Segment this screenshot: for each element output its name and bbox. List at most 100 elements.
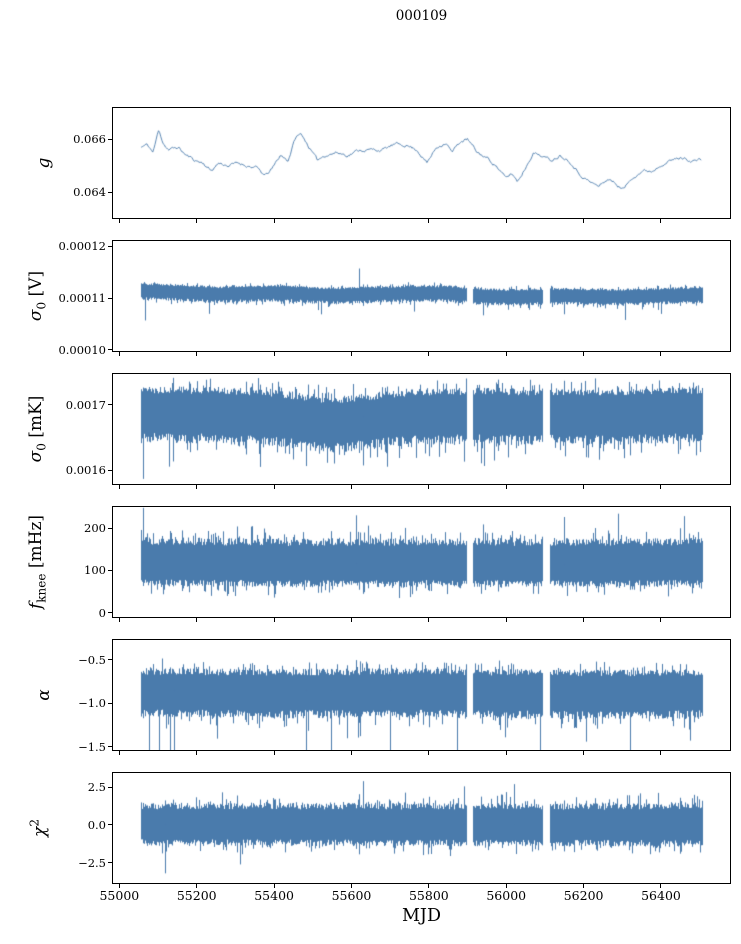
y-tick-label: 0.00012 (58, 239, 106, 254)
x-tick-mark (428, 618, 430, 622)
x-tick-mark (583, 618, 585, 622)
y-tick-label: −2.5 (78, 855, 106, 870)
x-tick-mark (350, 884, 352, 888)
x-tick-mark (273, 219, 275, 223)
y-tick-mark (108, 824, 112, 826)
y-tick-label: 0.0016 (65, 463, 106, 478)
x-tick-label: 55200 (176, 888, 217, 903)
y-tick-mark (108, 862, 112, 864)
x-tick-mark (583, 485, 585, 489)
x-tick-mark (583, 884, 585, 888)
x-tick-mark (660, 751, 662, 755)
y-tick-label: −1.0 (78, 696, 106, 711)
subplot-chi2 (112, 772, 731, 884)
x-tick-label: 55600 (331, 888, 372, 903)
x-tick-mark (428, 219, 430, 223)
x-tick-mark (350, 751, 352, 755)
x-tick-mark (660, 352, 662, 356)
x-tick-mark (505, 485, 507, 489)
x-tick-mark (505, 618, 507, 622)
x-tick-mark (350, 219, 352, 223)
x-tick-mark (196, 884, 198, 888)
x-tick-mark (660, 618, 662, 622)
x-tick-label: 55800 (408, 888, 449, 903)
x-tick-mark (118, 352, 120, 356)
y-tick-label: 100 (84, 563, 106, 578)
x-tick-mark (505, 751, 507, 755)
x-tick-label: 56000 (486, 888, 527, 903)
y-tick-mark (108, 469, 112, 471)
x-tick-mark (660, 884, 662, 888)
y-label-symbol: f (26, 602, 47, 610)
x-tick-mark (428, 485, 430, 489)
subplot-sigma0-v-series (113, 241, 730, 351)
y-tick-label: 0.066 (73, 132, 106, 146)
subplot-sigma0-mk-series (113, 374, 730, 484)
subplot-g (112, 107, 731, 219)
x-tick-mark (273, 352, 275, 356)
subplot-g-series (113, 108, 730, 218)
x-tick-label: 56200 (563, 888, 604, 903)
y-tick-mark (108, 659, 112, 661)
x-tick-mark (273, 618, 275, 622)
x-tick-mark (273, 485, 275, 489)
y-tick-label: 0.0017 (65, 397, 106, 412)
subplot-sigma0-v (112, 240, 731, 352)
subplot-sigma0-mk (112, 373, 731, 485)
x-tick-mark (505, 884, 507, 888)
x-tick-mark (118, 618, 120, 622)
y-tick-label: 0.00011 (58, 291, 106, 306)
x-tick-mark (505, 219, 507, 223)
y-tick-label: −1.5 (78, 739, 106, 754)
x-tick-mark (118, 485, 120, 489)
subplot-alpha-series (113, 640, 730, 750)
y-tick-mark (108, 527, 112, 529)
x-tick-mark (118, 751, 120, 755)
y-tick-mark (108, 569, 112, 571)
x-tick-mark (428, 751, 430, 755)
y-label-symbol: σ (26, 450, 47, 463)
x-tick-mark (583, 352, 585, 356)
x-tick-mark (583, 219, 585, 223)
x-axis-label: MJD (402, 906, 441, 926)
y-label-symbol: σ (26, 309, 47, 322)
x-tick-mark (428, 352, 430, 356)
y-tick-label: 2.5 (87, 780, 106, 795)
y-tick-label: 0.00010 (58, 342, 106, 357)
x-tick-mark (660, 219, 662, 223)
x-tick-mark (350, 485, 352, 489)
y-tick-mark (108, 191, 112, 193)
subplot-fknee (112, 506, 731, 618)
x-tick-mark (273, 751, 275, 755)
x-tick-mark (196, 751, 198, 755)
x-tick-mark (118, 219, 120, 223)
subplot-chi2-series (113, 773, 730, 883)
y-tick-mark (108, 138, 112, 140)
y-tick-label: 0 (98, 605, 106, 620)
x-tick-mark (583, 751, 585, 755)
y-tick-mark (108, 612, 112, 614)
y-tick-mark (108, 245, 112, 247)
y-tick-mark (108, 746, 112, 748)
x-tick-mark (196, 219, 198, 223)
x-tick-mark (428, 884, 430, 888)
x-tick-mark (118, 884, 120, 888)
x-tick-mark (196, 485, 198, 489)
figure-title: 000109 (395, 8, 448, 24)
x-tick-label: 56400 (641, 888, 681, 903)
y-label-symbol: χ (30, 826, 51, 837)
x-tick-mark (196, 618, 198, 622)
x-tick-mark (505, 352, 507, 356)
y-label-symbol: g (34, 157, 55, 169)
y-tick-mark (108, 404, 112, 406)
y-tick-label: −0.5 (78, 652, 106, 667)
y-tick-mark (108, 786, 112, 788)
x-tick-mark (196, 352, 198, 356)
y-tick-label: 0.064 (73, 185, 106, 200)
x-tick-mark (660, 485, 662, 489)
y-tick-mark (108, 349, 112, 351)
x-tick-mark (350, 352, 352, 356)
subplot-alpha (112, 639, 731, 751)
y-tick-label: 0.0 (87, 817, 106, 832)
